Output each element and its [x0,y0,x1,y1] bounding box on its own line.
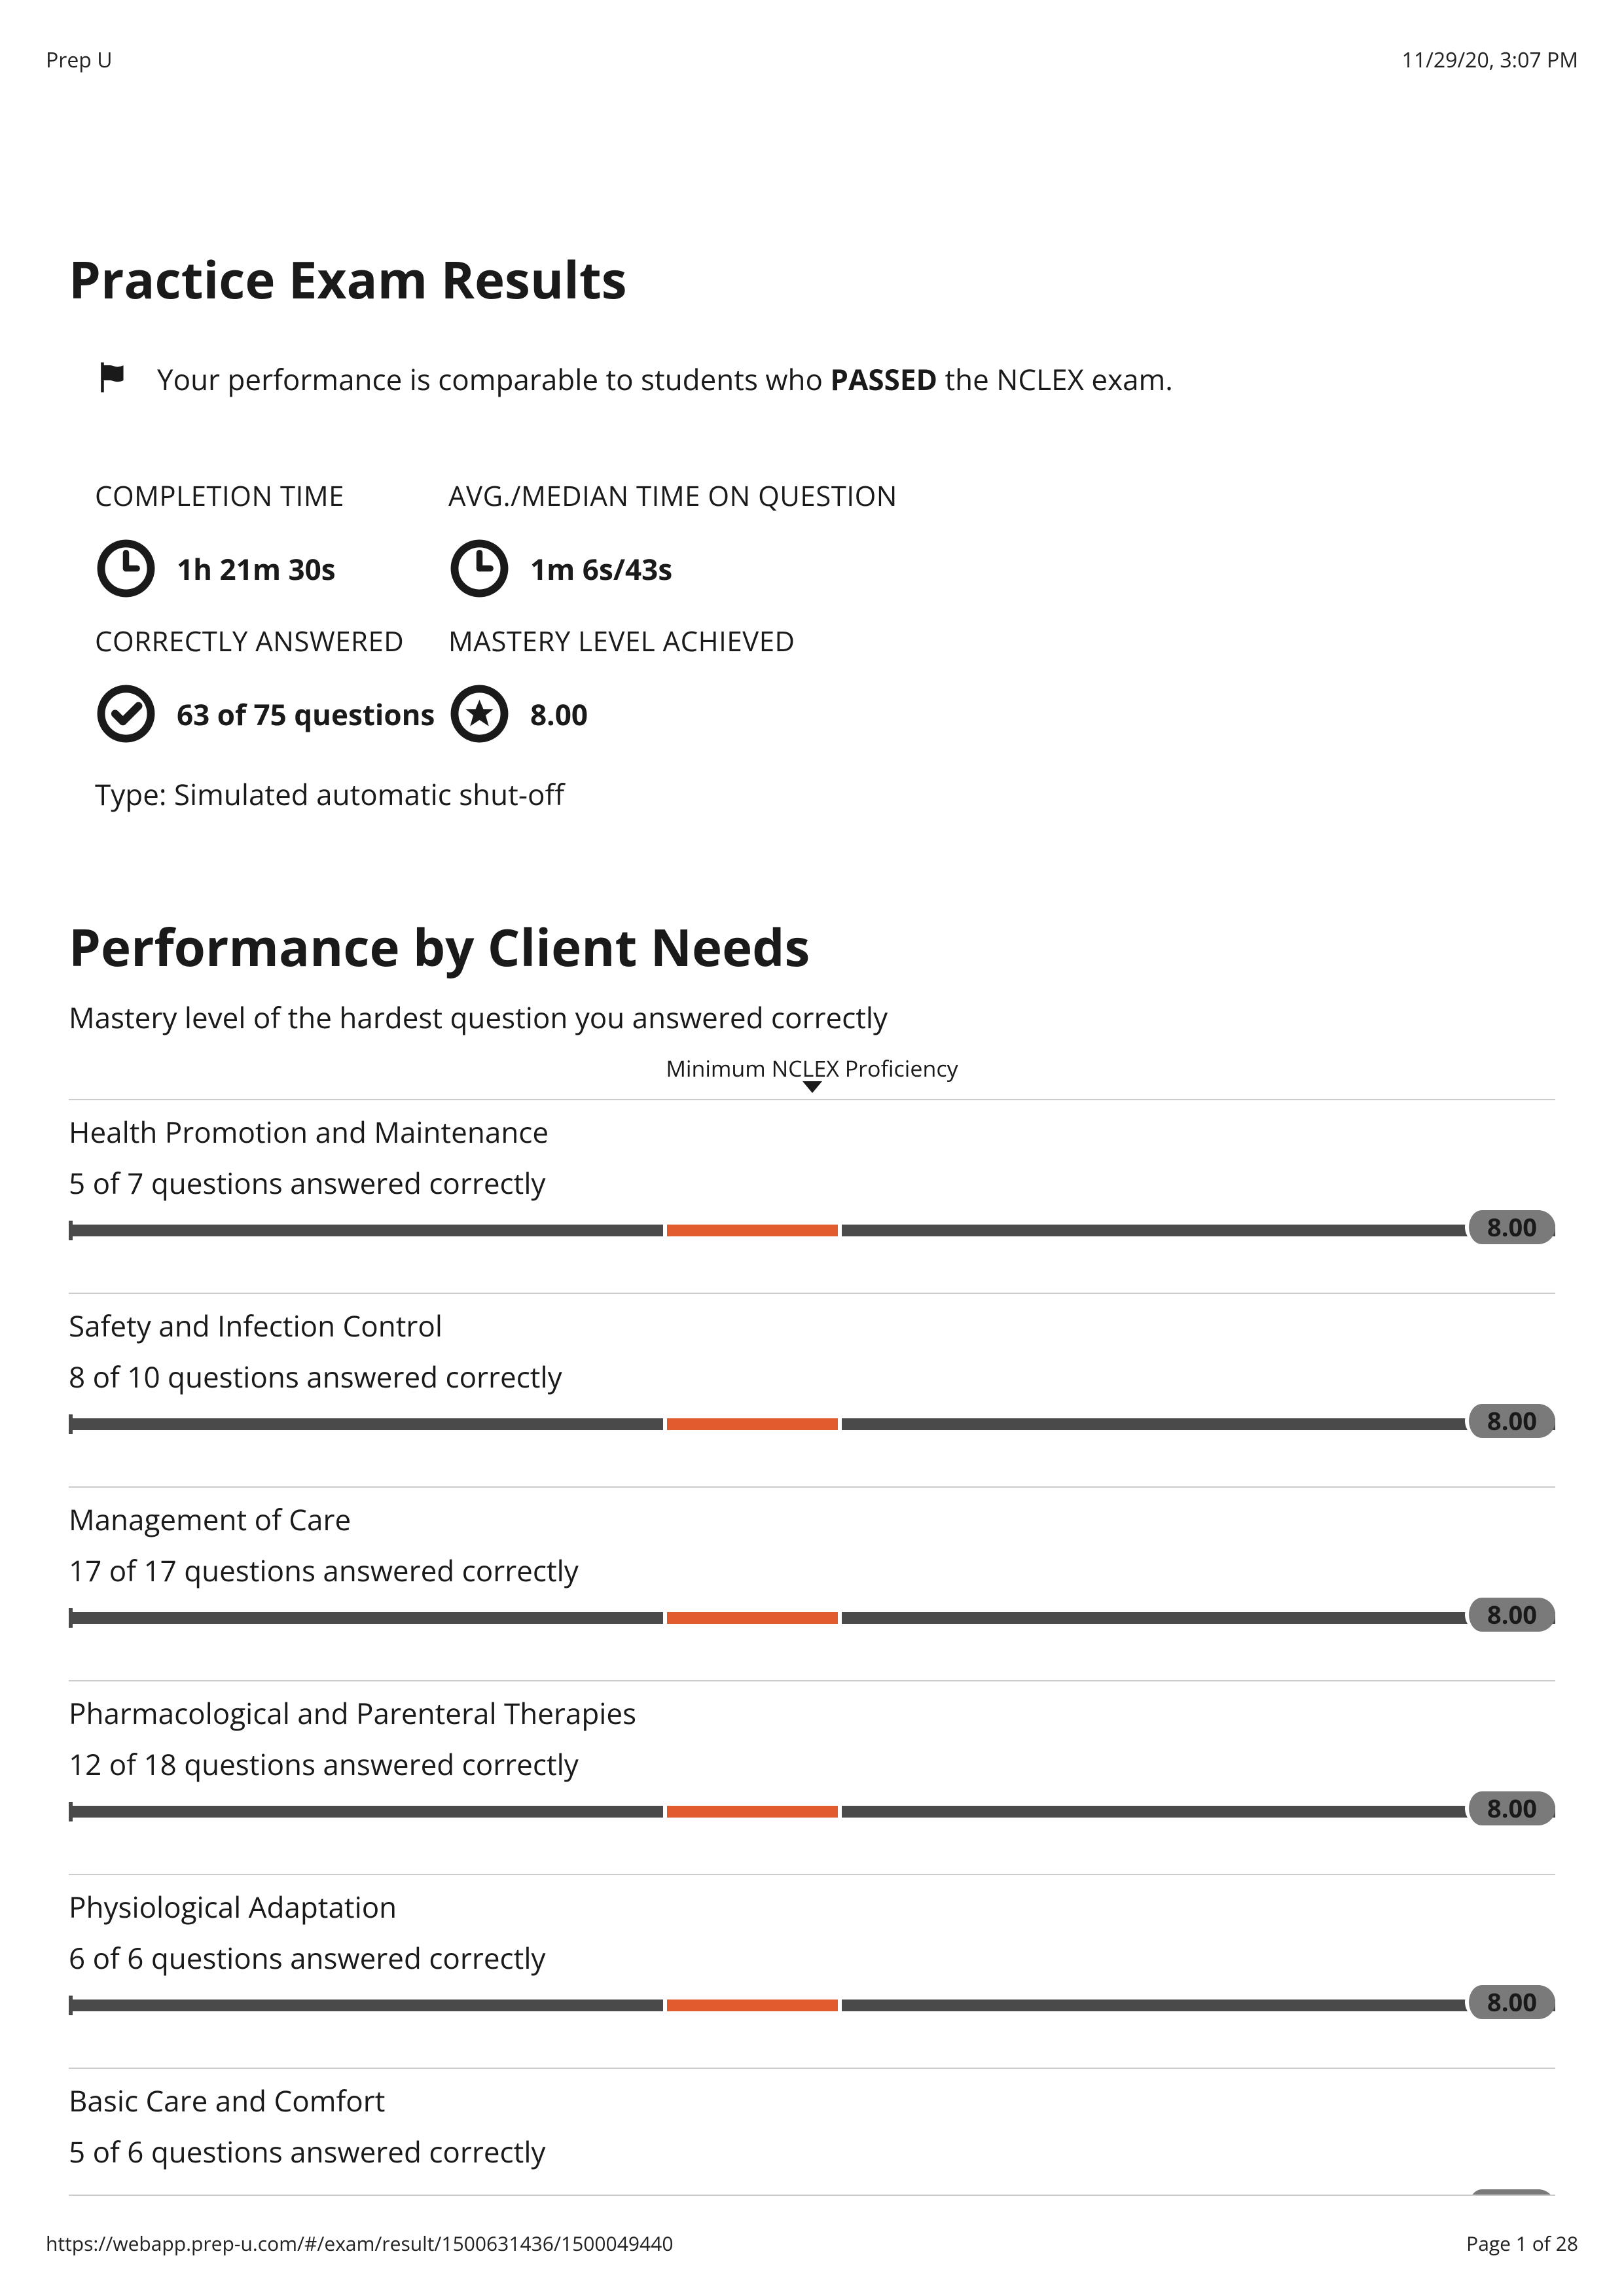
score-pill: 8.00 [1465,1598,1555,1632]
perf-post: the NCLEX exam. [937,359,1173,399]
category-name: Management of Care [69,1499,1555,1539]
print-header: Prep U 11/29/20, 3:07 PM [46,46,1578,74]
category-row: Safety and Infection Control 8 of 10 que… [69,1293,1555,1486]
header-right: 11/29/20, 3:07 PM [1402,46,1578,74]
section-subtitle: Mastery level of the hardest question yo… [69,997,1555,1037]
score-pill: 8.00 [1465,2189,1555,2195]
mastery-bar: 8.00 [69,1414,1555,1434]
mastery-label: MASTERY LEVEL ACHIEVED [448,622,1555,660]
category-row: Physiological Adaptation 6 of 6 question… [69,1874,1555,2068]
avg-time-label: AVG./MEDIAN TIME ON QUESTION [448,477,1555,514]
section-title: Performance by Client Needs [69,912,1555,981]
category-row: Basic Care and Comfort 5 of 6 questions … [69,2068,1555,2196]
min-proficiency-marker: Minimum NCLEX Proficiency [69,1053,1555,1099]
category-subtext: 6 of 6 questions answered correctly [69,1938,1555,1977]
category-subtext: 5 of 6 questions answered correctly [69,2132,1555,2171]
stats-grid: COMPLETION TIME AVG./MEDIAN TIME ON QUES… [69,477,1555,745]
caret-down-icon [803,1081,822,1097]
page: Prep U 11/29/20, 3:07 PM Practice Exam R… [0,0,1624,2296]
clock-icon [95,537,157,600]
flag-icon [95,359,131,399]
score-pill: 8.00 [1465,1404,1555,1438]
category-row: Pharmacological and Parenteral Therapies… [69,1680,1555,1874]
mastery-bar: 8.00 [69,1221,1555,1240]
performance-message: Your performance is comparable to studen… [157,359,1173,399]
category-row: Health Promotion and Maintenance 5 of 7 … [69,1099,1555,1293]
min-proficiency-label: Minimum NCLEX Proficiency [666,1053,958,1083]
check-circle-icon [95,683,157,745]
completion-time-value-row: 1h 21m 30s [95,537,448,600]
mastery-bar: 8.00 [69,1802,1555,1821]
completion-time-label: COMPLETION TIME [95,477,448,514]
mastery-bar: 8.00 [69,1608,1555,1628]
correct-label: CORRECTLY ANSWERED [95,622,448,660]
category-name: Health Promotion and Maintenance [69,1112,1555,1151]
category-subtext: 12 of 18 questions answered correctly [69,1744,1555,1784]
footer-page: Page 1 of 28 [1466,2230,1578,2257]
mastery-value-row: 8.00 [448,683,1555,745]
correct-value-row: 63 of 75 questions [95,683,448,745]
performance-summary: Your performance is comparable to studen… [69,359,1555,399]
score-pill: 8.00 [1465,1210,1555,1244]
perf-pre: Your performance is comparable to studen… [157,359,830,399]
footer-url: https://webapp.prep-u.com/#/exam/result/… [46,2230,673,2257]
avg-time-value-row: 1m 6s/43s [448,537,1555,600]
exam-type: Type: Simulated automatic shut-off [69,774,1555,814]
category-subtext: 5 of 7 questions answered correctly [69,1163,1555,1202]
perf-bold: PASSED [830,359,937,399]
mastery-value: 8.00 [530,694,588,734]
mastery-bar: 8.00 [69,1996,1555,2015]
avg-time-value: 1m 6s/43s [530,549,672,588]
completion-time-value: 1h 21m 30s [177,549,336,588]
category-name: Basic Care and Comfort [69,2081,1555,2120]
category-subtext: 17 of 17 questions answered correctly [69,1551,1555,1590]
header-left: Prep U [46,46,113,74]
category-row: Management of Care 17 of 17 questions an… [69,1486,1555,1680]
score-pill: 8.00 [1465,1985,1555,2019]
category-subtext: 8 of 10 questions answered correctly [69,1357,1555,1396]
category-name: Pharmacological and Parenteral Therapies [69,1693,1555,1732]
print-footer: https://webapp.prep-u.com/#/exam/result/… [46,2230,1578,2257]
correct-value: 63 of 75 questions [177,694,435,734]
mastery-bar: 8.00 [69,2189,1555,2195]
categories-list: Health Promotion and Maintenance 5 of 7 … [69,1099,1555,2196]
star-circle-icon [448,683,511,745]
page-title: Practice Exam Results [69,244,1555,314]
category-name: Physiological Adaptation [69,1887,1555,1926]
category-name: Safety and Infection Control [69,1306,1555,1345]
score-pill: 8.00 [1465,1791,1555,1825]
clock-icon [448,537,511,600]
content: Practice Exam Results Your performance i… [46,244,1578,2196]
